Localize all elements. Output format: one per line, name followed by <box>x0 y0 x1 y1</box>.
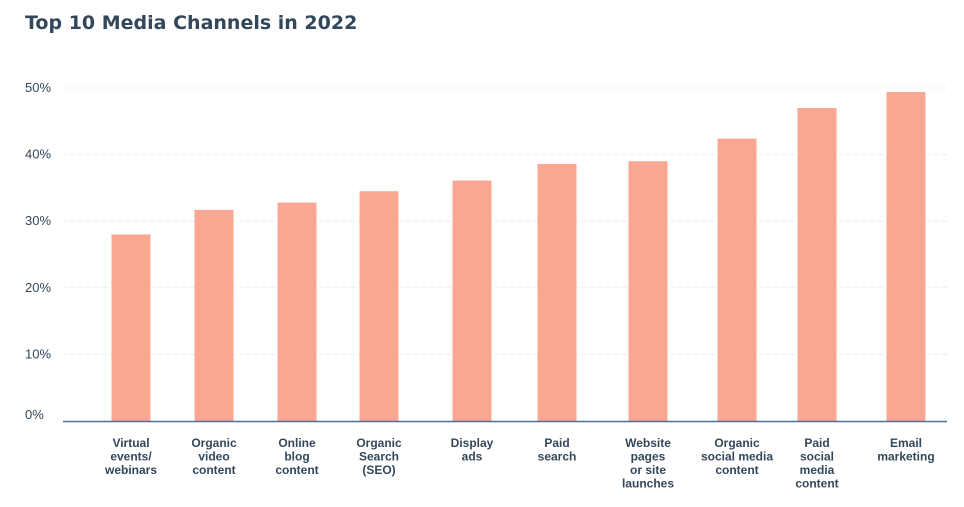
x-category-label-line: Email <box>890 436 922 450</box>
x-category-label-line: Display <box>451 436 494 450</box>
bar <box>797 107 837 421</box>
y-tick-label: 20% <box>25 280 51 295</box>
x-category-label: Email marketing <box>877 436 934 464</box>
bar <box>111 234 151 421</box>
x-category-label-line: social <box>800 450 834 464</box>
bar <box>717 138 757 421</box>
x-category-label-line: ads <box>462 450 483 464</box>
x-category-label-line: Organic <box>356 436 402 450</box>
x-category-label-line: media <box>800 463 835 477</box>
x-category-label: Paid search <box>538 436 577 464</box>
x-category-label: Display ads <box>451 436 494 464</box>
x-category-label-line: blog <box>284 450 309 464</box>
x-category-label-line: Organic <box>714 436 760 450</box>
bar <box>359 191 399 421</box>
x-category-label: Organic Search (SEO) <box>356 436 402 477</box>
bar <box>194 209 234 421</box>
bar <box>277 202 317 421</box>
x-category-label: Online blog content <box>275 436 318 477</box>
x-category-label-line: pages <box>631 450 666 464</box>
bars <box>111 91 926 421</box>
x-category-label-line: Search <box>359 450 399 464</box>
x-category-label-line: Website <box>625 436 671 450</box>
y-tick-label: 10% <box>25 346 51 361</box>
x-category-label-line: content <box>192 463 235 477</box>
x-category-label: Website pages or site launches <box>622 436 674 491</box>
y-tick-label: 50% <box>25 80 51 95</box>
x-category-label-line: Organic <box>191 436 237 450</box>
bar <box>452 180 492 421</box>
x-category-label-line: or site <box>630 463 666 477</box>
x-category-label-line: Paid <box>544 436 569 450</box>
x-category-label-line: content <box>275 463 318 477</box>
x-category-label-line: social media <box>701 450 773 464</box>
y-tick-label: 30% <box>25 213 51 228</box>
y-tick-labels: 0% 10% 20% 30% 40% 50% <box>25 80 51 422</box>
bar <box>537 163 577 421</box>
x-category-label-line: Virtual <box>112 436 149 450</box>
x-category-label: Paid social media content <box>795 436 838 491</box>
x-category-label-line: Paid <box>804 436 829 450</box>
bar <box>628 161 668 421</box>
x-category-label-line: launches <box>622 477 674 491</box>
x-category-label-line: (SEO) <box>362 463 395 477</box>
x-category-label-line: content <box>715 463 758 477</box>
x-category-label-line: Online <box>278 436 316 450</box>
x-category-label-line: webinars <box>104 463 157 477</box>
y-tick-label: 0% <box>25 407 44 422</box>
y-tick-label: 40% <box>25 147 51 162</box>
x-category-label-line: video <box>198 450 229 464</box>
x-category-label: Organic social media content <box>701 436 773 477</box>
x-category-label-line: marketing <box>877 450 934 464</box>
x-category-label: Virtual events/webinars <box>104 436 157 477</box>
x-category-label-line: content <box>795 477 838 491</box>
x-category-label: Organic video content <box>191 436 237 477</box>
bar <box>886 91 926 421</box>
x-category-label-line: events/ <box>110 450 152 464</box>
chart-title: Top 10 Media Channels in 2022 <box>25 12 358 34</box>
x-category-label-line: search <box>538 450 577 464</box>
